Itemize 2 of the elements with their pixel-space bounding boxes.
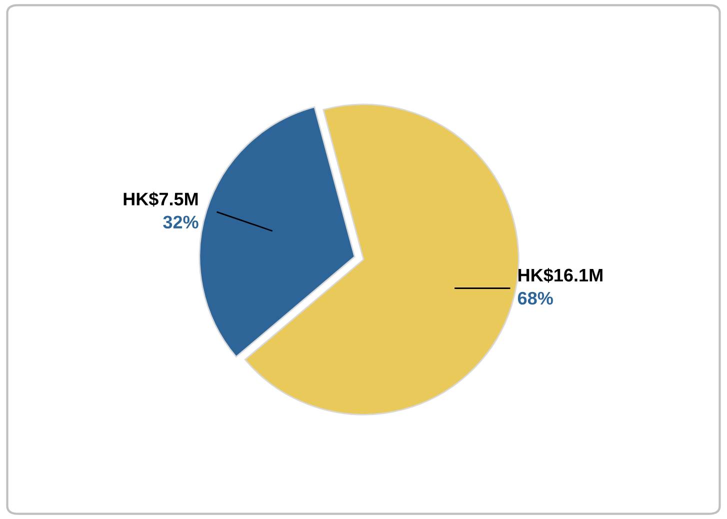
data-label: HK$7.5M 32% [124, 192, 198, 229]
data-label: HK$16.1M 68% [518, 268, 602, 305]
